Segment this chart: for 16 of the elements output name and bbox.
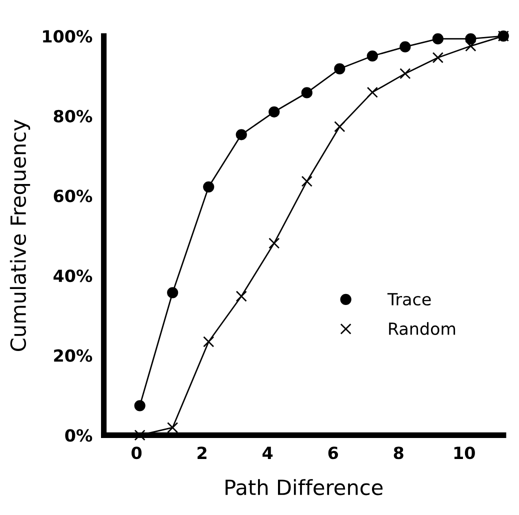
x-axis-title: Path Difference	[226, 479, 383, 496]
y-tick-label: 60%	[54, 190, 92, 202]
x-tick-label: 6	[328, 446, 338, 460]
x-tick-label: 0	[132, 446, 142, 460]
legend-label: Trace	[387, 293, 431, 306]
x-tick-label: 8	[394, 446, 404, 460]
x-tick-label: 10	[454, 446, 475, 460]
y-tick-label: 100%	[43, 30, 92, 43]
x-tick-label: 4	[262, 446, 273, 459]
y-tick-label: 0%	[65, 429, 92, 442]
y-tick-label: 20%	[54, 349, 92, 362]
legend-label: Random	[389, 322, 456, 336]
y-axis-title: Cumulative Frequency	[10, 120, 30, 352]
y-tick-label: 40%	[54, 269, 92, 282]
x-tick-label: 2	[198, 446, 206, 459]
y-tick-label: 80%	[54, 110, 92, 122]
